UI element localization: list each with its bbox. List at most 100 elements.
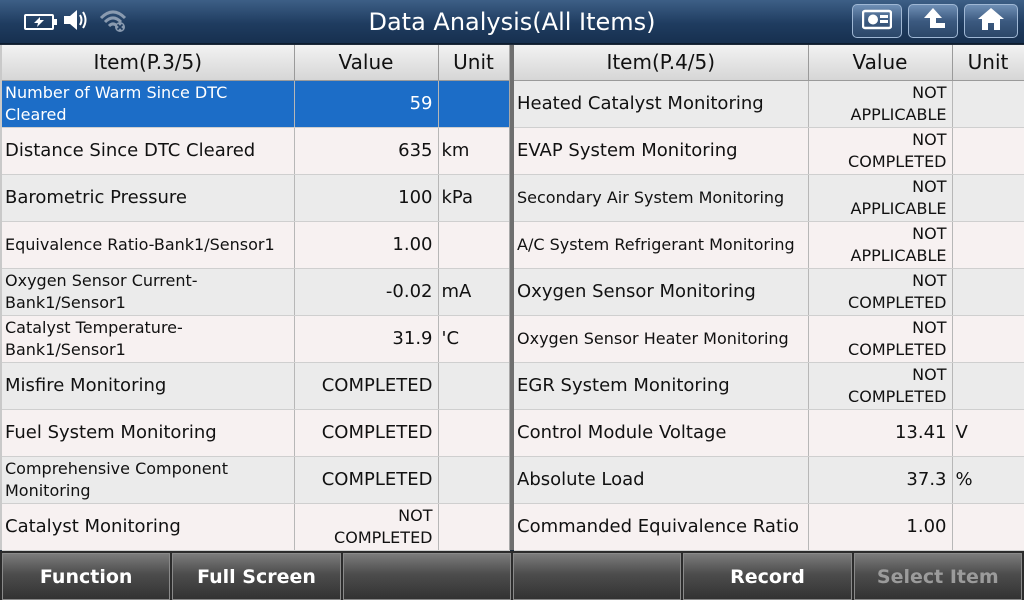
table-divider	[509, 45, 514, 550]
row-value: NOT APPLICABLE	[808, 80, 953, 128]
row-item: Barometric Pressure	[2, 174, 295, 222]
record-button[interactable]: Record	[683, 553, 852, 600]
table-row[interactable]: Barometric Pressure 100 kPa	[2, 174, 510, 222]
table-row[interactable]: Equivalence Ratio-Bank1/Sensor1 1.00	[2, 221, 510, 269]
column-header-unit: Unit	[952, 45, 1024, 81]
table-row[interactable]: Comprehensive Component Monitoring COMPL…	[2, 456, 510, 504]
row-unit: 'C	[438, 315, 510, 363]
table-row[interactable]: EVAP System Monitoring NOT COMPLETED	[514, 127, 1024, 175]
row-item: Secondary Air System Monitoring	[514, 174, 809, 222]
table-row[interactable]: Catalyst Temperature-Bank1/Sensor1 31.9 …	[2, 315, 510, 363]
row-item: Absolute Load	[514, 456, 809, 504]
row-item: Oxygen Sensor Current-Bank1/Sensor1	[2, 268, 295, 316]
table-row[interactable]: Distance Since DTC Cleared 635 km	[2, 127, 510, 175]
table-row[interactable]: A/C System Refrigerant Monitoring NOT AP…	[514, 221, 1024, 269]
status-icons	[24, 9, 128, 35]
row-item: Fuel System Monitoring	[2, 409, 295, 457]
row-item: Catalyst Monitoring	[2, 503, 295, 551]
footer-toolbar: Function Full Screen Record Select Item	[0, 551, 1024, 600]
row-unit	[952, 503, 1024, 551]
table-row[interactable]: EGR System Monitoring NOT COMPLETED	[514, 362, 1024, 410]
full-screen-button[interactable]: Full Screen	[172, 553, 341, 600]
row-unit	[438, 503, 510, 551]
row-item: Heated Catalyst Monitoring	[514, 80, 809, 128]
row-value: COMPLETED	[294, 409, 439, 457]
row-item: Number of Warm Since DTC Cleared	[2, 80, 295, 128]
column-header-item[interactable]: Item(P.4/5)	[514, 45, 809, 81]
empty-button-2	[512, 553, 682, 600]
row-unit: km	[438, 127, 510, 175]
table-row[interactable]: Oxygen Sensor Current-Bank1/Sensor1 -0.0…	[2, 268, 510, 316]
row-value: 31.9	[294, 315, 439, 363]
column-header-value: Value	[808, 45, 953, 81]
row-value: 1.00	[294, 221, 439, 269]
row-item: Catalyst Temperature-Bank1/Sensor1	[2, 315, 295, 363]
row-value: 635	[294, 127, 439, 175]
row-unit: %	[952, 456, 1024, 504]
row-unit	[952, 315, 1024, 363]
row-value: COMPLETED	[294, 362, 439, 410]
select-item-button[interactable]: Select Item	[853, 553, 1022, 600]
row-unit	[952, 362, 1024, 410]
table-row[interactable]: Absolute Load 37.3 %	[514, 456, 1024, 504]
battery-icon	[24, 14, 57, 30]
row-unit	[952, 221, 1024, 269]
row-unit	[438, 80, 510, 128]
function-button[interactable]: Function	[2, 553, 171, 600]
home-icon	[976, 6, 1006, 36]
table-row[interactable]: Oxygen Sensor Monitoring NOT COMPLETED	[514, 268, 1024, 316]
row-unit	[438, 456, 510, 504]
row-item: Misfire Monitoring	[2, 362, 295, 410]
back-button[interactable]	[908, 4, 958, 38]
row-value: 37.3	[808, 456, 953, 504]
table-row[interactable]: Oxygen Sensor Heater Monitoring NOT COMP…	[514, 315, 1024, 363]
back-arrow-icon	[919, 7, 947, 35]
table-row[interactable]: Secondary Air System Monitoring NOT APPL…	[514, 174, 1024, 222]
row-unit	[952, 80, 1024, 128]
row-value: NOT APPLICABLE	[808, 221, 953, 269]
row-value: 13.41	[808, 409, 953, 457]
row-value: COMPLETED	[294, 456, 439, 504]
row-item: A/C System Refrigerant Monitoring	[514, 221, 809, 269]
row-unit: mA	[438, 268, 510, 316]
row-unit	[952, 174, 1024, 222]
table-row[interactable]: Fuel System Monitoring COMPLETED	[2, 409, 510, 457]
row-unit: V	[952, 409, 1024, 457]
row-item: Oxygen Sensor Heater Monitoring	[514, 315, 809, 363]
row-unit	[438, 221, 510, 269]
table-row[interactable]: Commanded Equivalence Ratio 1.00	[514, 503, 1024, 551]
table-row[interactable]: Misfire Monitoring COMPLETED	[2, 362, 510, 410]
speaker-icon	[62, 8, 90, 36]
row-item: Equivalence Ratio-Bank1/Sensor1	[2, 221, 295, 269]
row-value: NOT COMPLETED	[294, 503, 439, 551]
right-data-table-panel: Item(P.4/5) Value Unit Heated Catalyst M…	[514, 45, 1024, 551]
empty-button-1	[342, 553, 511, 600]
row-item: Distance Since DTC Cleared	[2, 127, 295, 175]
row-unit	[438, 409, 510, 457]
row-item: Oxygen Sensor Monitoring	[514, 268, 809, 316]
left-data-table: Item(P.3/5) Value Unit Number of Warm Si…	[2, 45, 510, 551]
column-header-item[interactable]: Item(P.3/5)	[2, 45, 295, 81]
row-value: 1.00	[808, 503, 953, 551]
row-item: Control Module Voltage	[514, 409, 809, 457]
row-value: NOT COMPLETED	[808, 315, 953, 363]
home-button[interactable]	[964, 4, 1018, 38]
row-value: 100	[294, 174, 439, 222]
screenshot-icon	[861, 8, 893, 34]
row-unit	[952, 268, 1024, 316]
row-value: NOT APPLICABLE	[808, 174, 953, 222]
table-row[interactable]: Catalyst Monitoring NOT COMPLETED	[2, 503, 510, 551]
wifi-icon	[98, 8, 128, 36]
table-row[interactable]: Number of Warm Since DTC Cleared 59	[2, 80, 510, 128]
row-value: NOT COMPLETED	[808, 362, 953, 410]
row-unit	[438, 362, 510, 410]
row-value: NOT COMPLETED	[808, 127, 953, 175]
row-item: Commanded Equivalence Ratio	[514, 503, 809, 551]
table-row[interactable]: Control Module Voltage 13.41 V	[514, 409, 1024, 457]
screenshot-button[interactable]	[852, 4, 902, 38]
table-row[interactable]: Heated Catalyst Monitoring NOT APPLICABL…	[514, 80, 1024, 128]
column-header-value: Value	[294, 45, 439, 81]
row-item: EVAP System Monitoring	[514, 127, 809, 175]
row-item: Comprehensive Component Monitoring	[2, 456, 295, 504]
row-value: -0.02	[294, 268, 439, 316]
